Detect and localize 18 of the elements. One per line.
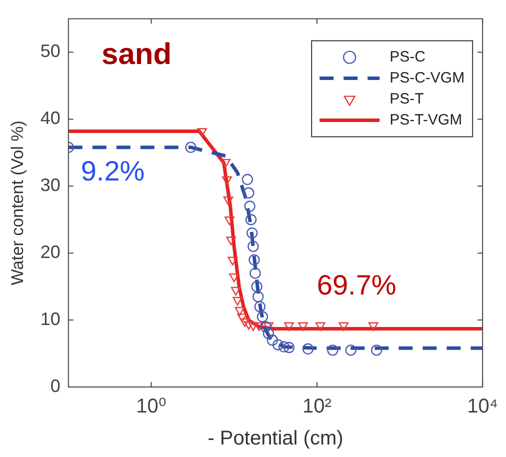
x-axis-title: - Potential (cm) bbox=[208, 428, 344, 450]
y-axis-title: Water content (Vol %) bbox=[8, 120, 27, 286]
legend-label: PS-C-VGM bbox=[390, 69, 465, 86]
legend-label: PS-C bbox=[390, 48, 426, 66]
x-tick-label: 10² bbox=[302, 396, 332, 418]
y-tick-label: 10 bbox=[40, 309, 60, 330]
legend-label: PS-T bbox=[390, 90, 424, 108]
x-tick-label: 10⁴ bbox=[467, 396, 498, 418]
legend-label: PS-T-VGM bbox=[390, 111, 462, 128]
x-tick-label: 10⁰ bbox=[136, 396, 166, 418]
y-tick-label: 50 bbox=[40, 41, 60, 62]
y-tick-label: 20 bbox=[40, 242, 60, 262]
annotation: sand bbox=[102, 38, 172, 72]
y-tick-label: 30 bbox=[40, 175, 60, 196]
y-tick-label: 0 bbox=[50, 376, 60, 396]
y-tick-label: 40 bbox=[40, 108, 60, 128]
annotation: 69.7% bbox=[316, 270, 396, 301]
annotation: 9.2% bbox=[80, 155, 145, 186]
